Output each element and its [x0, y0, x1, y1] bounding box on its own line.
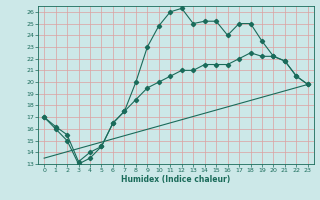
X-axis label: Humidex (Indice chaleur): Humidex (Indice chaleur): [121, 175, 231, 184]
